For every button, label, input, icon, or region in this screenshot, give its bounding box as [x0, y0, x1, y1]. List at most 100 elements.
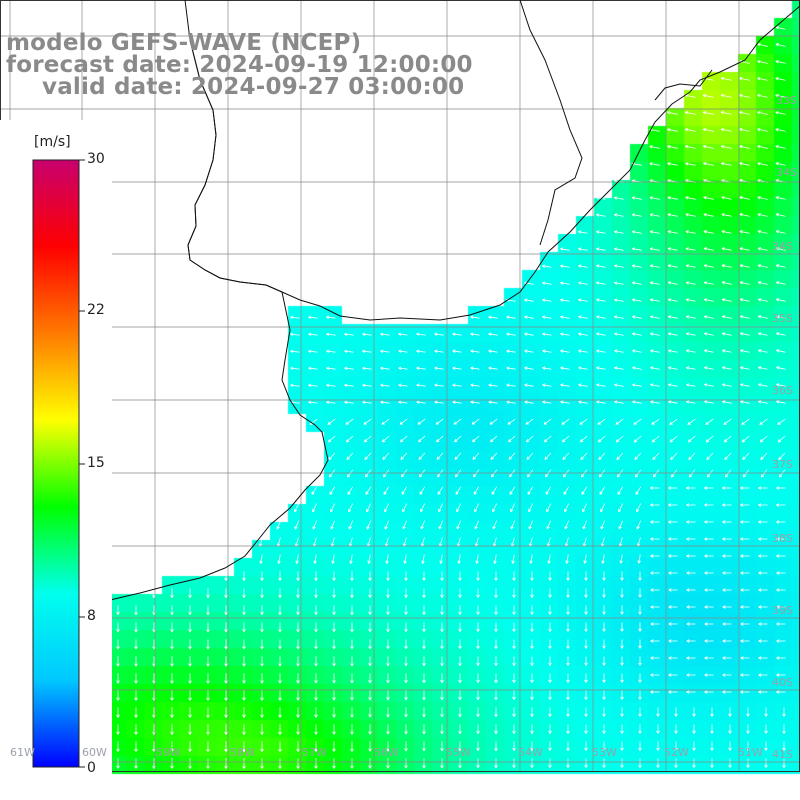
wind-arrow — [530, 571, 534, 581]
wind-arrow — [775, 264, 786, 268]
wind-arrow — [578, 315, 588, 319]
wind-arrow — [332, 741, 336, 752]
wind-arrow — [578, 247, 588, 251]
wind-arrow — [524, 298, 534, 302]
wind-arrow — [278, 741, 282, 752]
wind-arrow — [668, 622, 678, 626]
valid-date: valid date: 2024-09-27 03:00:00 — [42, 74, 465, 100]
wind-arrow — [649, 213, 660, 217]
wind-arrow — [598, 452, 606, 460]
wind-arrow — [344, 400, 354, 405]
wind-arrow — [615, 418, 624, 425]
wind-arrow — [564, 537, 569, 547]
wind-arrow — [278, 605, 282, 616]
wind-arrow — [242, 588, 246, 598]
wind-arrow — [362, 332, 372, 337]
wind-arrow — [362, 400, 372, 405]
wind-arrow — [278, 690, 282, 701]
wind-arrow — [530, 673, 534, 683]
wind-arrow — [296, 690, 300, 701]
wind-arrow — [542, 366, 552, 370]
wind-arrow — [440, 639, 444, 649]
wind-arrow — [488, 366, 498, 370]
wind-arrow — [739, 145, 750, 149]
wind-arrow — [710, 758, 714, 768]
lat-label: 34S — [772, 240, 793, 253]
wind-arrow — [350, 741, 354, 752]
wind-arrow — [380, 349, 390, 354]
wind-arrow — [720, 145, 732, 149]
wind-arrow — [616, 452, 624, 460]
wind-arrow — [492, 537, 497, 547]
wind-arrow — [668, 400, 678, 404]
wind-arrow — [260, 758, 264, 769]
wind-arrow — [276, 537, 281, 547]
wind-arrow — [720, 77, 732, 81]
wind-arrow — [472, 435, 480, 443]
wind-arrow — [510, 503, 516, 513]
wind-arrow — [420, 537, 425, 547]
wind-arrow — [631, 196, 642, 200]
wind-arrow — [596, 247, 606, 251]
wind-arrow — [278, 588, 282, 598]
wind-arrow — [776, 588, 786, 592]
wind-arrow — [667, 247, 678, 251]
wind-arrow — [206, 656, 210, 667]
wind-arrow — [668, 520, 678, 524]
wind-arrow — [458, 588, 462, 598]
wind-arrow — [578, 349, 588, 353]
wind-arrow — [436, 435, 444, 443]
wind-arrow — [776, 622, 786, 626]
wind-arrow — [260, 724, 264, 735]
wind-arrow — [602, 605, 606, 615]
wind-arrow — [667, 128, 678, 132]
wind-arrow — [613, 196, 624, 200]
wind-arrow — [452, 332, 462, 336]
wind-arrow — [739, 298, 750, 302]
wind-arrow — [758, 366, 768, 370]
wind-arrow — [295, 554, 299, 564]
wind-arrow — [492, 520, 497, 530]
wind-arrow — [636, 503, 642, 513]
wind-arrow — [703, 264, 714, 268]
wind-arrow — [724, 469, 732, 478]
wind-arrow — [380, 332, 390, 337]
wind-arrow — [332, 639, 336, 650]
wind-arrow — [563, 486, 570, 495]
wind-arrow — [386, 690, 390, 701]
wind-arrow — [260, 673, 264, 684]
wind-arrow — [668, 673, 678, 677]
wind-arrow — [638, 605, 642, 615]
wind-arrow — [473, 486, 480, 495]
wind-arrow — [602, 673, 606, 683]
wind-arrow — [542, 298, 552, 302]
wind-arrow — [704, 503, 714, 507]
wind-arrow — [578, 264, 588, 268]
wind-arrow — [416, 332, 426, 336]
wind-arrow — [638, 758, 642, 768]
wind-arrow — [778, 452, 786, 460]
wind-arrow — [530, 656, 534, 666]
wind-arrow — [206, 690, 210, 701]
wind-arrow — [260, 605, 264, 616]
wind-arrow — [758, 554, 768, 558]
wind-arrow — [488, 349, 498, 353]
wind-arrow — [721, 298, 732, 302]
wind-arrow — [332, 656, 336, 667]
wind-arrow — [684, 111, 696, 115]
wind-arrow — [620, 571, 624, 581]
wind-arrow — [740, 383, 750, 387]
wind-arrow — [188, 673, 192, 684]
wind-arrow — [436, 452, 444, 460]
wind-arrow — [542, 383, 552, 387]
wind-arrow — [260, 639, 264, 650]
wind-arrow — [638, 724, 642, 734]
wind-arrow — [422, 707, 426, 718]
wind-arrow — [704, 622, 714, 626]
wind-arrow — [116, 605, 120, 616]
wind-arrow — [206, 707, 210, 718]
wind-arrow — [776, 349, 786, 353]
wind-arrow — [440, 622, 444, 632]
